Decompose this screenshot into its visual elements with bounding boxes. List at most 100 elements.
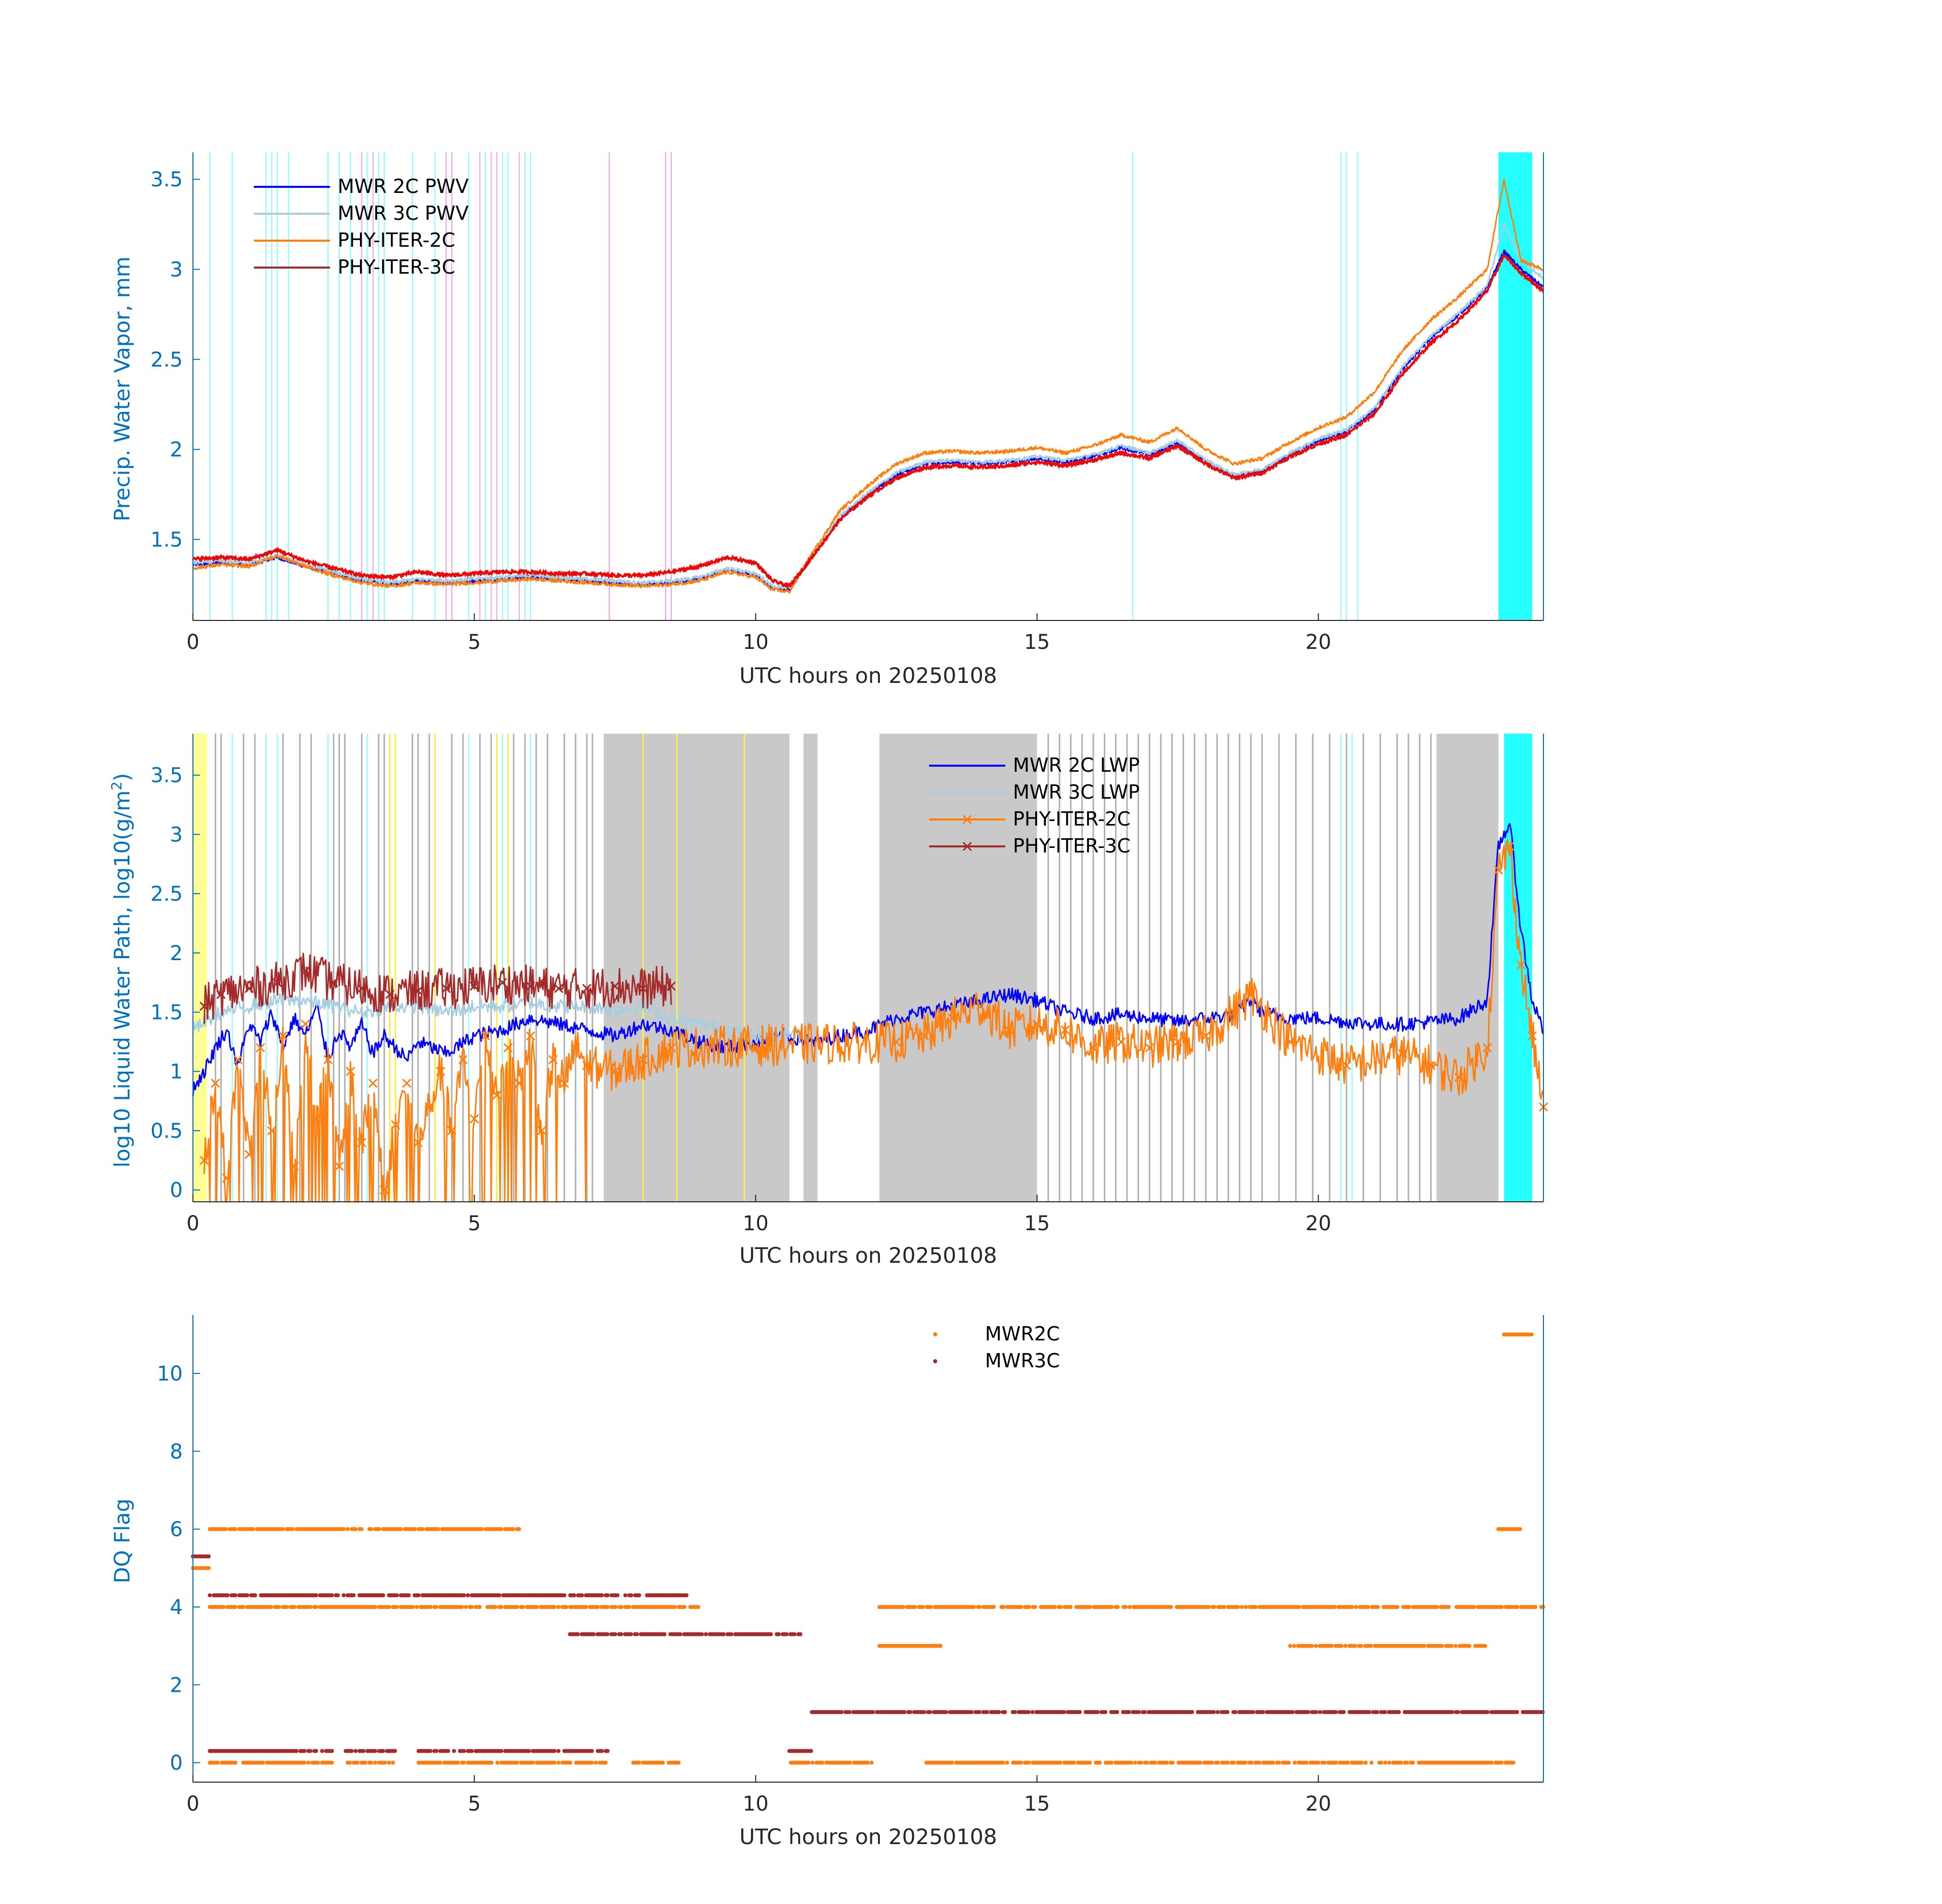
data-point-mwr2c bbox=[1499, 1760, 1504, 1765]
data-point-mwr2c bbox=[1198, 1760, 1202, 1765]
data-marker-x bbox=[301, 966, 310, 975]
data-marker-x bbox=[323, 1055, 333, 1064]
marker-stroke bbox=[1089, 1043, 1098, 1053]
data-point-mwr2c bbox=[1353, 1644, 1358, 1648]
data-point-mwr2c bbox=[477, 1605, 482, 1609]
data-marker-x bbox=[447, 1126, 456, 1136]
data-point-mwr2c bbox=[260, 1760, 265, 1765]
data-marker-x bbox=[1505, 841, 1515, 851]
data-point-mwr2c bbox=[434, 1605, 439, 1609]
data-point-mwr3c bbox=[1334, 1710, 1338, 1714]
data-point-mwr2c bbox=[1446, 1605, 1451, 1609]
marker-stroke bbox=[357, 983, 367, 993]
data-point-mwr2c bbox=[347, 1760, 352, 1765]
legend-label: MWR 3C LWP bbox=[1013, 781, 1140, 803]
data-point-mwr3c bbox=[615, 1593, 620, 1597]
marker-stroke bbox=[390, 1120, 401, 1130]
data-point-mwr3c bbox=[922, 1710, 927, 1714]
data-point-mwr2c bbox=[564, 1605, 569, 1609]
data-marker-x bbox=[571, 1043, 580, 1053]
data-marker-x bbox=[1426, 1061, 1436, 1070]
data-point-mwr2c bbox=[682, 1605, 687, 1609]
data-point-mwr3c bbox=[381, 1749, 385, 1753]
marker-stroke bbox=[335, 1161, 344, 1171]
data-point-mwr3c bbox=[678, 1632, 682, 1636]
data-point-mwr2c bbox=[495, 1760, 500, 1765]
data-marker-x bbox=[481, 1031, 490, 1041]
data-point-mwr2c bbox=[353, 1527, 358, 1531]
data-point-mwr2c bbox=[901, 1605, 905, 1609]
data-point-mwr2c bbox=[1434, 1605, 1439, 1609]
data-marker-x bbox=[610, 981, 620, 991]
data-point-mwr3c bbox=[798, 1632, 803, 1636]
data-marker-x bbox=[548, 1055, 558, 1064]
data-point-mwr2c bbox=[314, 1605, 318, 1609]
x-tick-label: 10 bbox=[743, 1792, 769, 1816]
data-point-mwr3c bbox=[349, 1749, 354, 1753]
data-point-mwr2c bbox=[1322, 1760, 1327, 1765]
marker-stroke bbox=[554, 983, 564, 993]
data-marker-x bbox=[470, 981, 479, 991]
data-point-mwr2c bbox=[517, 1527, 521, 1531]
marker-stroke bbox=[368, 1078, 378, 1088]
marker-stroke bbox=[216, 990, 226, 999]
marker-stroke bbox=[571, 1043, 580, 1053]
legend-item: MWR 3C PWV bbox=[254, 202, 469, 224]
data-point-mwr2c bbox=[1206, 1605, 1210, 1609]
legend-label: MWR3C bbox=[985, 1350, 1060, 1372]
data-point-mwr2c bbox=[515, 1605, 519, 1609]
data-point-mwr3c bbox=[629, 1632, 633, 1636]
data-point-mwr2c bbox=[1124, 1605, 1128, 1609]
data-point-mwr2c bbox=[233, 1760, 238, 1765]
data-point-mwr2c bbox=[383, 1760, 387, 1765]
data-point-mwr2c bbox=[387, 1760, 391, 1765]
data-point-mwr3c bbox=[1314, 1710, 1319, 1714]
data-point-mwr2c bbox=[938, 1644, 943, 1648]
pwv-series-layer bbox=[192, 178, 1544, 594]
data-point-mwr3c bbox=[562, 1593, 567, 1597]
marker-stroke bbox=[1246, 990, 1256, 999]
data-marker-x bbox=[368, 1078, 378, 1088]
data-point-mwr2c bbox=[1164, 1760, 1169, 1765]
data-point-mwr2c bbox=[661, 1760, 665, 1765]
marker-stroke bbox=[498, 978, 507, 988]
data-marker-x bbox=[1398, 1049, 1407, 1059]
y-tick-label: 2.5 bbox=[150, 348, 183, 372]
data-point-mwr2c bbox=[1019, 1605, 1024, 1609]
data-marker-x bbox=[638, 1055, 648, 1064]
data-point-mwr2c bbox=[284, 1605, 289, 1609]
data-marker-x bbox=[1454, 1072, 1464, 1082]
data-point-mwr3c bbox=[871, 1710, 875, 1714]
data-point-mwr2c bbox=[605, 1605, 610, 1609]
data-point-mwr2c bbox=[584, 1605, 588, 1609]
data-point-mwr2c bbox=[1387, 1760, 1392, 1765]
marker-stroke bbox=[919, 1031, 929, 1041]
marker-stroke bbox=[638, 983, 648, 993]
data-point-mwr3c bbox=[373, 1749, 378, 1753]
data-point-mwr3c bbox=[351, 1593, 356, 1597]
data-point-mwr3c bbox=[361, 1749, 366, 1753]
marker-stroke bbox=[447, 1126, 456, 1136]
data-point-mwr2c bbox=[470, 1605, 474, 1609]
data-point-mwr2c bbox=[619, 1605, 623, 1609]
lwp-y-axis-label: log10 Liquid Water Path, log10(g/m2) bbox=[108, 773, 135, 1167]
x-tick-label: 15 bbox=[1024, 631, 1050, 654]
data-marker-x bbox=[1494, 865, 1503, 875]
x-tick-label: 20 bbox=[1305, 1212, 1331, 1235]
data-point-mwr2c bbox=[499, 1605, 504, 1609]
data-point-mwr2c bbox=[627, 1605, 632, 1609]
data-point-mwr3c bbox=[977, 1710, 981, 1714]
data-point-mwr3c bbox=[225, 1593, 230, 1597]
data-point-mwr2c bbox=[306, 1760, 311, 1765]
data-point-mwr2c bbox=[696, 1605, 701, 1609]
data-marker-x bbox=[289, 1161, 299, 1171]
marker-stroke bbox=[1116, 1037, 1126, 1046]
data-point-mwr3c bbox=[969, 1710, 974, 1714]
marker-stroke bbox=[1342, 1061, 1352, 1070]
data-point-mwr3c bbox=[308, 1749, 313, 1753]
x-tick-label: 0 bbox=[186, 631, 199, 654]
data-point-mwr2c bbox=[1058, 1760, 1063, 1765]
legend-item: MWR 2C LWP bbox=[929, 754, 1140, 776]
marker-stroke bbox=[1004, 1025, 1014, 1035]
y-tick-label: 2 bbox=[170, 438, 183, 462]
